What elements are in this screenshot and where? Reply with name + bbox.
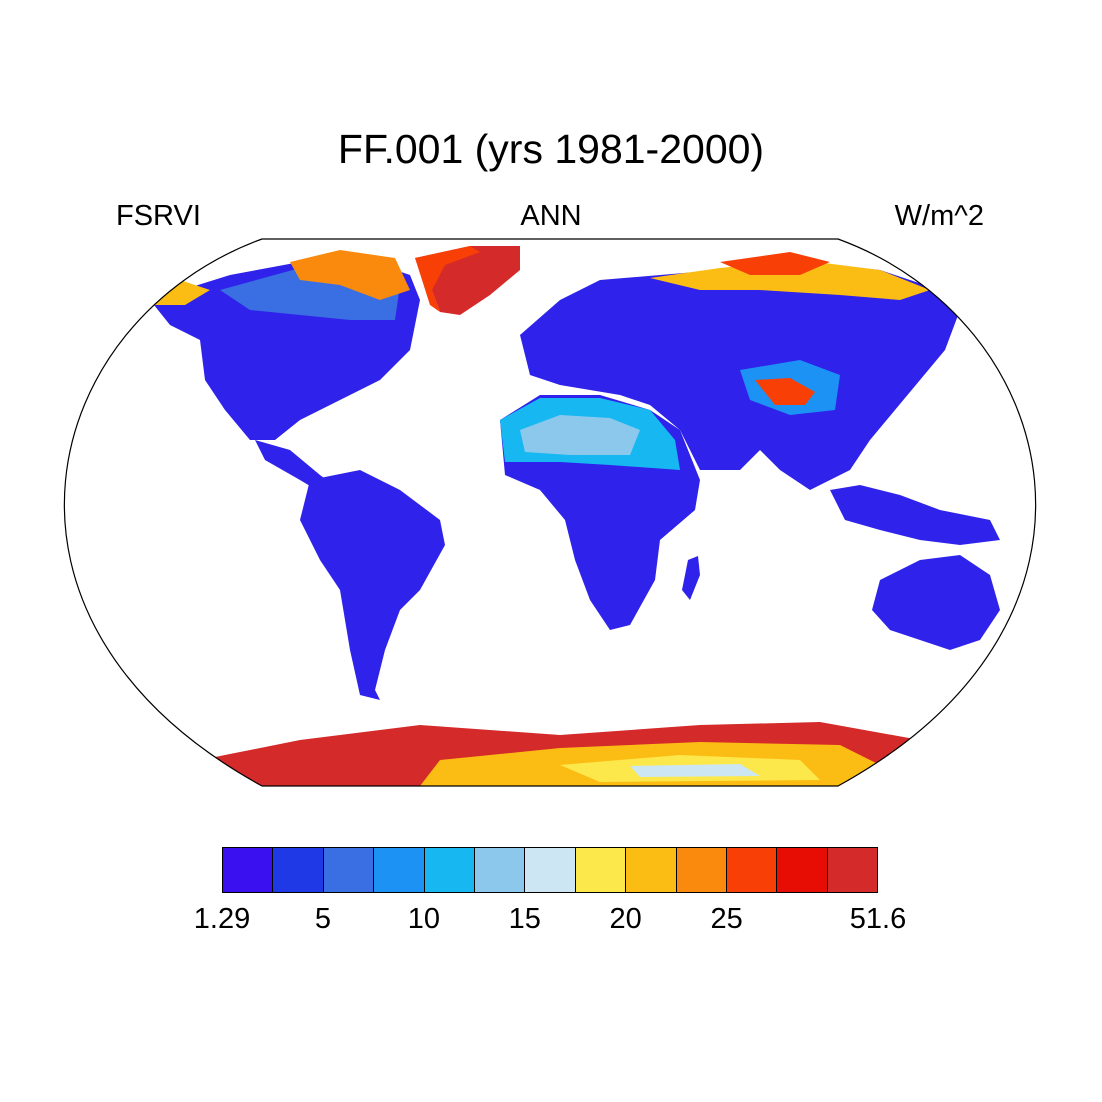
colorbar-swatch-11: [777, 848, 828, 892]
australia: [872, 555, 1000, 650]
colorbar-tick-label: 25: [710, 903, 743, 935]
map-border: [63, 238, 1037, 787]
colorbar-swatch-0: [223, 848, 274, 892]
siberia-north: [650, 260, 930, 300]
canadian-arctic: [290, 250, 410, 300]
colorbar-swatch-4: [424, 848, 475, 892]
colorbar-swatch-3: [374, 848, 425, 892]
colorbar-swatch-10: [726, 848, 778, 892]
new-zealand: [1000, 635, 1036, 672]
tibet-high: [755, 378, 815, 405]
colorbar-swatch-1: [273, 848, 324, 892]
colorbar-swatch-8: [626, 848, 677, 892]
greenland-edge: [415, 246, 480, 312]
sahara-core: [520, 415, 640, 455]
eurasia: [520, 262, 960, 490]
variable-label: FSRVI: [116, 200, 201, 232]
colorbar-tick-label: 10: [407, 903, 440, 935]
plot-title: FF.001 (yrs 1981-2000): [337, 126, 765, 172]
madagascar: [682, 556, 700, 600]
colorbar: [222, 847, 878, 893]
colorbar-tick-label: 1.29: [193, 903, 251, 935]
season-label: ANN: [520, 200, 582, 232]
colorbar-swatch-2: [323, 848, 375, 892]
maritime-continent: [830, 485, 1000, 545]
south-america: [300, 470, 445, 700]
units-label: W/m^2: [894, 200, 984, 232]
colorbar-tick-label: 15: [508, 903, 541, 935]
colorbar-tick-label: 51.6: [849, 903, 907, 935]
colorbar-tick-label: 5: [314, 903, 331, 935]
colorbar-tick-label: 20: [609, 903, 642, 935]
colorbar-swatch-6: [525, 848, 576, 892]
antarctica-core: [630, 764, 760, 777]
taimyr: [720, 252, 830, 275]
colorbar-swatch-12: [827, 848, 878, 892]
colorbar-swatch-5: [474, 848, 526, 892]
colorbar-swatch-9: [676, 848, 727, 892]
colorbar-swatch-7: [575, 848, 627, 892]
